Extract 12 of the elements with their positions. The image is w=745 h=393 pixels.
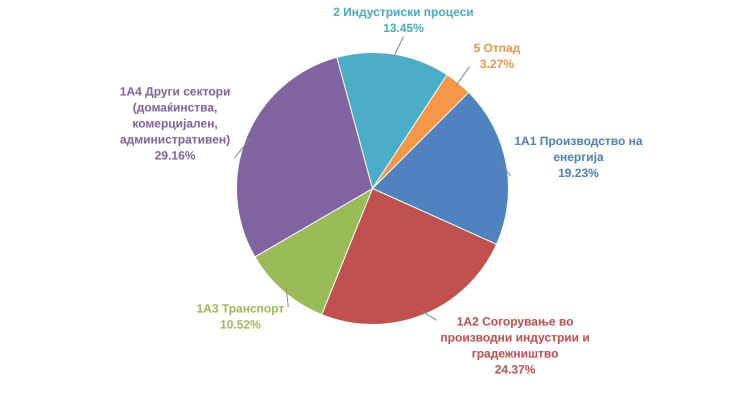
data-label: 3.27% xyxy=(480,56,514,71)
data-label: 19.23% xyxy=(558,166,600,180)
data-label: 10.52% xyxy=(220,317,262,332)
data-label: 24.37% xyxy=(494,362,536,377)
slice-label: 1А1 Производство на енергија xyxy=(514,134,643,164)
data-label: 13.45% xyxy=(383,20,424,35)
slice-label: 1А3 Транспорт xyxy=(196,301,284,316)
slice-label: 2 Индустриски процеси xyxy=(333,4,474,19)
slice-label: 5 Отпад xyxy=(474,40,521,55)
data-label: 29.16% xyxy=(154,148,196,162)
slice-label: 1А4 Други сектори (домаќинства, комерцијален, административен) xyxy=(120,84,230,146)
slice-label: 1А2 Согорување во производни индустрии и градежништво xyxy=(440,314,590,361)
